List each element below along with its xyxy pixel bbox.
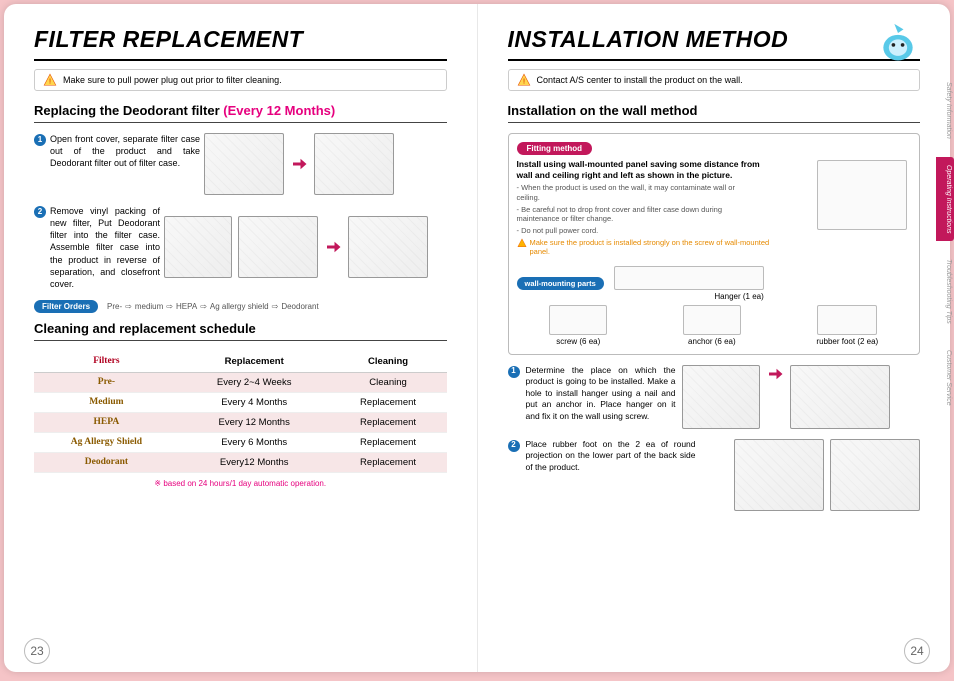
table-row: HEPAEvery 12 MonthsReplacement: [34, 412, 447, 432]
schedule-table: Filters Replacement Cleaning Pre-Every 2…: [34, 351, 447, 473]
section-deodorant-title: Replacing the Deodorant filter (Every 12…: [34, 103, 447, 123]
page-number-right: 24: [904, 638, 930, 664]
illustration-placeholder: [682, 365, 760, 429]
th-cleaning: Cleaning: [330, 351, 447, 373]
illustration-placeholder: [314, 133, 394, 195]
parts-row-2: screw (6 ea) anchor (6 ea) rubber foot (…: [517, 305, 912, 346]
svg-text:!: !: [49, 79, 51, 86]
tab-safety[interactable]: Safety Information: [936, 74, 954, 147]
illustration-placeholder: [830, 439, 920, 511]
side-tabs: Safety Information Operating Instruction…: [936, 74, 954, 414]
arrow-right-icon: [290, 155, 308, 173]
mascot-icon: [876, 22, 920, 66]
illustration-placeholder: [164, 216, 232, 278]
title-filter-replacement: FILTER REPLACEMENT: [34, 26, 447, 61]
arrow-right-icon: [324, 238, 342, 256]
illustration-placeholder: [348, 216, 428, 278]
part-anchor: anchor (6 ea): [683, 305, 741, 346]
fit-note: - Be careful not to drop front cover and…: [517, 205, 757, 225]
fit-note: - When the product is used on the wall, …: [517, 183, 757, 203]
fitting-bold-text: Install using wall-mounted panel saving …: [517, 159, 777, 181]
tab-troubleshooting[interactable]: Troubleshooting Tips: [936, 251, 954, 332]
parts-row: wall-mounting parts Hanger (1 ea): [517, 266, 912, 301]
warning-box-left: ! Make sure to pull power plug out prior…: [34, 69, 447, 91]
tab-customer-service[interactable]: Customer Service: [936, 342, 954, 414]
room-diagram-placeholder: [817, 160, 907, 230]
th-replacement: Replacement: [179, 351, 330, 373]
page-left: FILTER REPLACEMENT ! Make sure to pull p…: [4, 4, 478, 672]
part-screw: screw (6 ea): [549, 305, 607, 346]
part-hanger: Hanger (1 ea): [614, 266, 764, 301]
step-num-icon: 1: [508, 366, 520, 378]
table-row: Pre-Every 2~4 WeeksCleaning: [34, 372, 447, 392]
table-row: DeodorantEvery12 MonthsReplacement: [34, 452, 447, 472]
page-right: INSTALLATION METHOD ! Contact A/S center…: [478, 4, 951, 672]
part-rubber-foot: rubber foot (2 ea): [816, 305, 878, 346]
fitting-method-box: Fitting method Install using wall-mounte…: [508, 133, 921, 355]
section-wall-title: Installation on the wall method: [508, 103, 921, 123]
illustration-placeholder: [204, 133, 284, 195]
step-num-icon: 2: [508, 440, 520, 452]
warning-text: Make sure to pull power plug out prior t…: [63, 75, 282, 85]
warning-icon: !: [43, 73, 57, 87]
page-number-left: 23: [24, 638, 50, 664]
step-1-right: 1 Determine the place on which the produ…: [508, 365, 921, 429]
tab-operating[interactable]: Operating Instructions: [936, 157, 954, 241]
arrow-right-icon: [766, 365, 784, 383]
section-schedule-title: Cleaning and replacement schedule: [34, 321, 447, 341]
title-installation: INSTALLATION METHOD: [508, 26, 921, 61]
illustration-placeholder: [238, 216, 318, 278]
th-filters: Filters: [34, 351, 179, 373]
table-row: MediumEvery 4 MonthsReplacement: [34, 392, 447, 412]
illustration-placeholder: [734, 439, 824, 511]
svg-text:!: !: [522, 79, 524, 86]
fit-warning: Make sure the product is installed stron…: [517, 238, 912, 256]
parts-pill: wall-mounting parts: [517, 277, 604, 290]
warning-icon: !: [517, 73, 531, 87]
warning-text: Contact A/S center to install the produc…: [537, 75, 743, 85]
step-2-left: 2 Remove vinyl packing of new filter, Pu…: [34, 205, 447, 290]
illustration-placeholder: [790, 365, 890, 429]
step-2-right: 2 Place rubber foot on the 2 ea of round…: [508, 439, 921, 511]
schedule-footnote: ※ based on 24 hours/1 day automatic oper…: [34, 479, 447, 488]
warning-icon: [517, 238, 527, 248]
step-num-icon: 1: [34, 134, 46, 146]
warning-box-right: ! Contact A/S center to install the prod…: [508, 69, 921, 91]
table-row: Ag Allergy ShieldEvery 6 MonthsReplaceme…: [34, 432, 447, 452]
step-1-left: 1 Open front cover, separate filter case…: [34, 133, 447, 195]
fitting-pill: Fitting method: [517, 142, 593, 155]
filter-orders-pill: Filter Orders: [34, 300, 98, 313]
step-num-icon: 2: [34, 206, 46, 218]
filter-order-line: Filter Orders Pre- ⇨ medium ⇨ HEPA ⇨ Ag …: [34, 300, 447, 313]
